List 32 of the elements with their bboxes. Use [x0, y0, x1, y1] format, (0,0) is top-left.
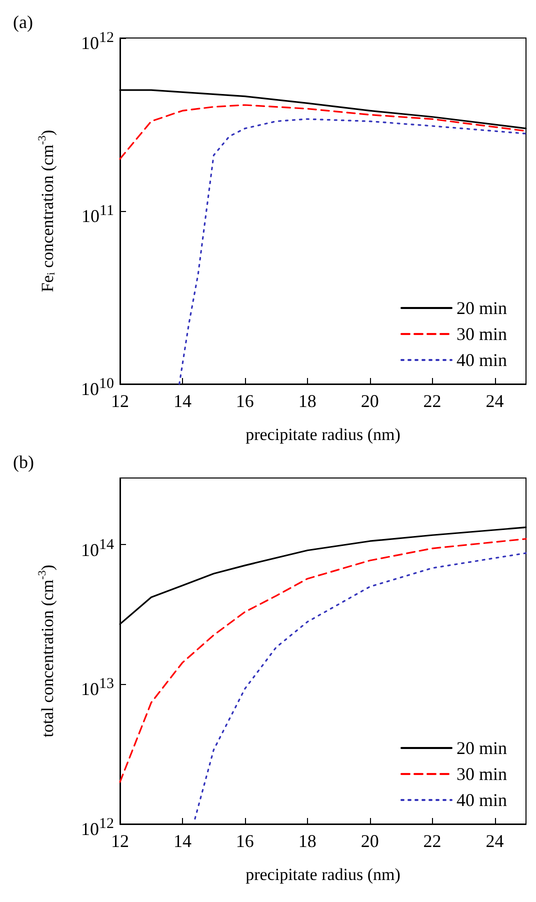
legend-label: 40 min [456, 790, 508, 810]
y-tick-label: 10$^{13}$ [81, 675, 114, 702]
y-axis-title: total concentration (cm-3) [36, 564, 57, 738]
y-tick-label: 10$^{10}$ [81, 376, 114, 399]
x-axis-title: precipitate radius (nm) [246, 425, 400, 444]
legend-label: 20 min [456, 298, 508, 318]
x-tick-label: 12 [111, 391, 129, 411]
chart-title: (b) [13, 452, 34, 472]
legend-label: 40 min [456, 350, 508, 370]
y-tick-label: 10$^{11}$ [82, 202, 114, 228]
x-tick-label: 18 [298, 391, 316, 411]
chart-title: (a) [13, 12, 33, 32]
x-tick-label: 20 [360, 391, 379, 411]
legend-label: 30 min [456, 764, 508, 784]
legend-label: 20 min [456, 738, 508, 758]
x-tick-label: 24 [486, 391, 504, 411]
y-axis-title: Fei concentration (cm-3) [36, 130, 58, 292]
x-tick-label: 20 [360, 831, 379, 851]
legend-label: 30 min [456, 324, 508, 344]
x-tick-label: 22 [423, 391, 442, 411]
x-tick-label: 12 [111, 831, 129, 851]
y-tick-label: 10$^{14}$ [81, 536, 114, 562]
y-tick-label: 10$^{12}$ [81, 29, 114, 55]
x-tick-label: 18 [298, 831, 316, 851]
x-axis-title: precipitate radius (nm) [246, 865, 400, 884]
x-tick-label: 24 [486, 831, 504, 851]
x-tick-label: 14 [173, 831, 192, 851]
x-tick-label: 22 [423, 831, 442, 851]
x-tick-label: 14 [173, 391, 192, 411]
x-tick-label: 16 [236, 391, 254, 411]
y-tick-label: 10$^{12}$ [81, 816, 114, 839]
x-tick-label: 16 [236, 831, 254, 851]
